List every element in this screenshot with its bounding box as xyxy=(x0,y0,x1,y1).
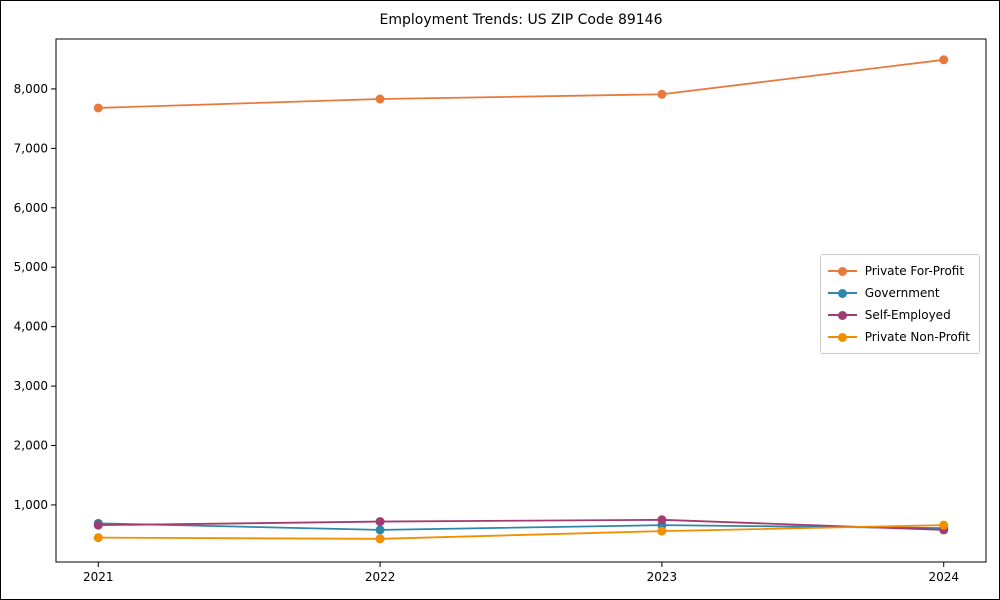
x-tick-label: 2024 xyxy=(928,570,959,584)
series-line-private-non-profit xyxy=(98,524,944,540)
x-tick-label: 2023 xyxy=(647,570,678,584)
legend-item: Self-Employed xyxy=(827,304,970,326)
y-tick-label: 8,000 xyxy=(14,82,48,96)
legend-line-marker-icon xyxy=(827,288,857,298)
data-point-self-employed xyxy=(375,517,385,527)
data-point-self-employed xyxy=(93,520,103,530)
legend-label: Private For-Profit xyxy=(864,264,965,278)
y-tick-label: 1,000 xyxy=(14,498,48,512)
y-tick-label: 5,000 xyxy=(14,260,48,274)
legend-item: Private Non-Profit xyxy=(827,326,970,348)
data-point-private-non-profit xyxy=(657,526,667,536)
series-line-private-for-profit xyxy=(98,58,944,109)
data-point-government xyxy=(375,525,385,535)
y-tick-label: 4,000 xyxy=(14,320,48,334)
y-tick-label: 3,000 xyxy=(14,379,48,393)
axes-spines xyxy=(55,38,987,563)
legend-label: Government xyxy=(864,286,940,300)
data-point-private-non-profit xyxy=(939,520,949,530)
data-point-private-non-profit xyxy=(93,533,103,543)
y-tick-label: 7,000 xyxy=(14,141,48,155)
data-point-private-for-profit xyxy=(939,55,949,65)
data-point-private-for-profit xyxy=(93,103,103,113)
y-tick-label: 2,000 xyxy=(14,439,48,453)
x-tick-label: 2022 xyxy=(365,570,396,584)
legend-label: Self-Employed xyxy=(864,308,951,322)
legend-item: Government xyxy=(827,282,970,304)
x-tick-label: 2021 xyxy=(83,570,114,584)
legend-label: Private Non-Profit xyxy=(864,330,970,344)
legend-line-marker-icon xyxy=(827,332,857,342)
series-line-self-employed xyxy=(98,518,944,531)
y-tick-label: 6,000 xyxy=(14,201,48,215)
data-point-private-non-profit xyxy=(375,534,385,544)
legend-line-marker-icon xyxy=(827,310,857,320)
series-line-government xyxy=(98,522,944,531)
legend-line-marker-icon xyxy=(827,266,857,276)
chart-title: Employment Trends: US ZIP Code 89146 xyxy=(379,12,663,28)
data-point-self-employed xyxy=(657,515,667,525)
legend: Private For-Profit Government Self-Employe… xyxy=(819,254,980,354)
data-point-private-for-profit xyxy=(657,89,667,99)
legend-item: Private For-Profit xyxy=(827,260,970,282)
data-point-private-for-profit xyxy=(375,94,385,104)
